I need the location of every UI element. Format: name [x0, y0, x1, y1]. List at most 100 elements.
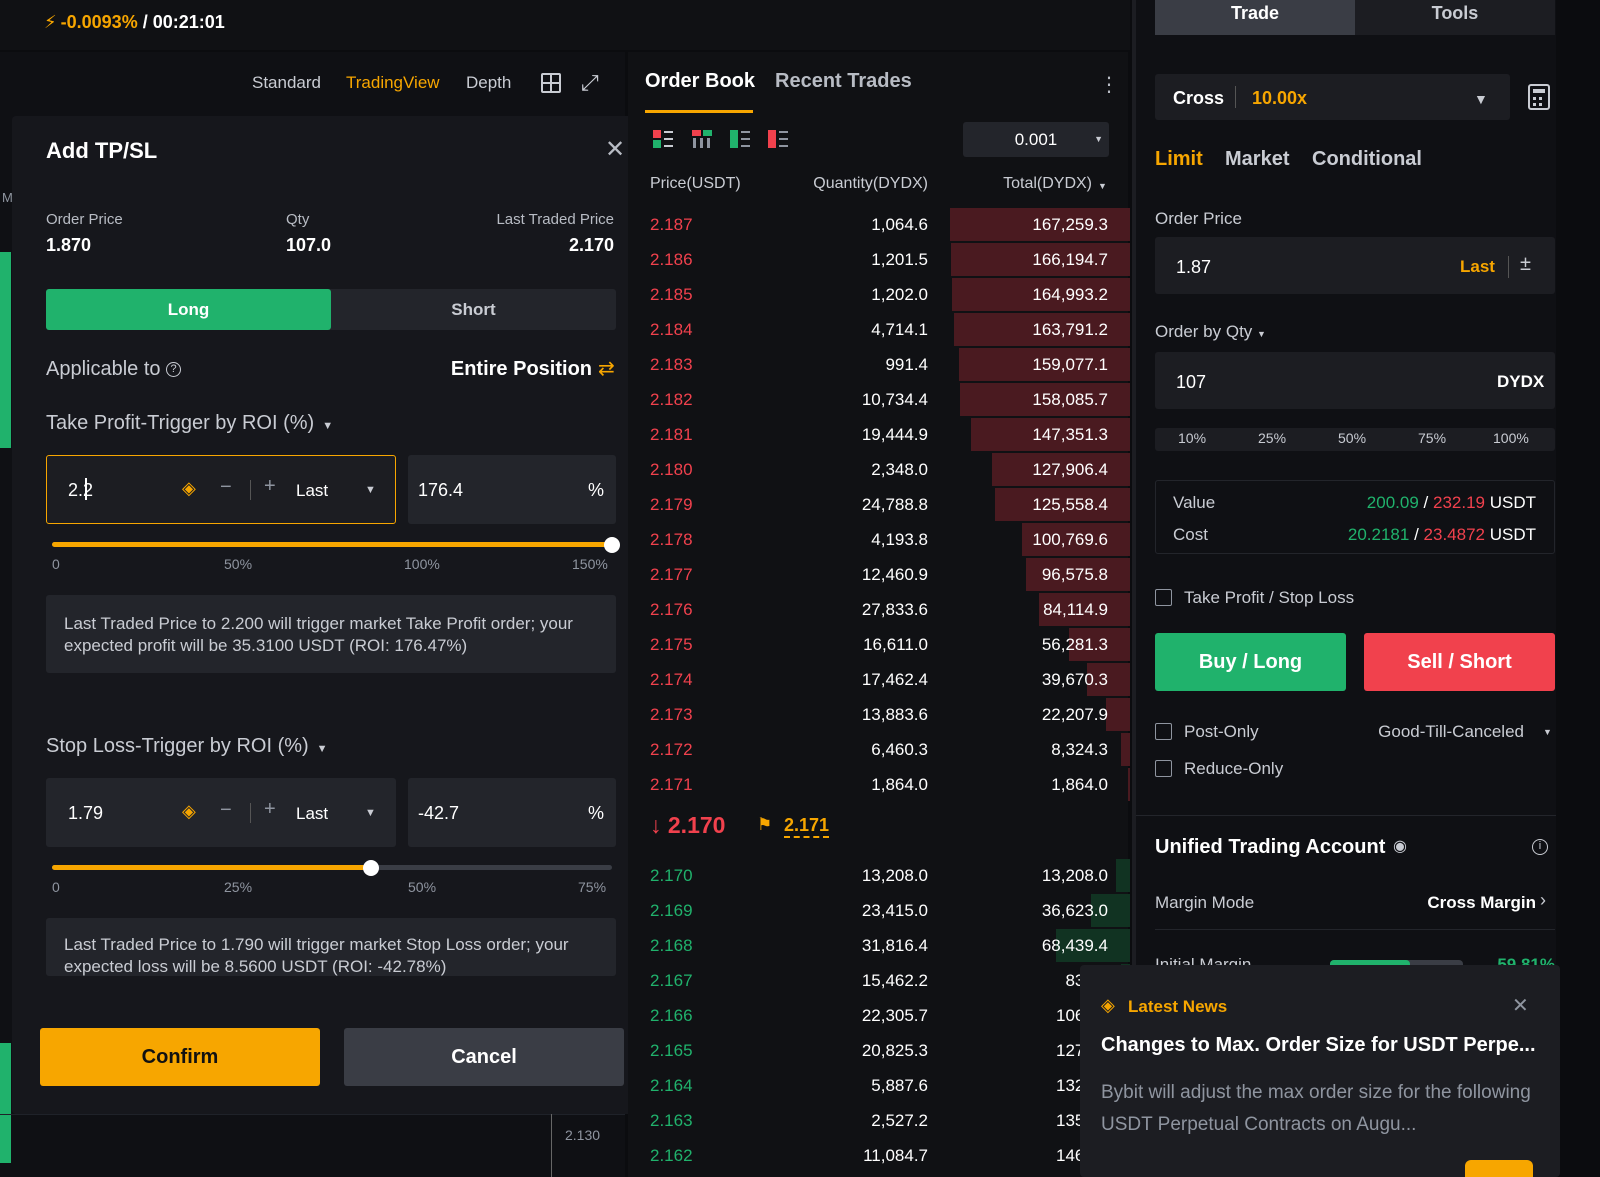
post-only-checkbox[interactable]: [1155, 723, 1172, 740]
reduce-only-checkbox[interactable]: [1155, 760, 1172, 777]
plus-minus-icon[interactable]: ±: [1520, 253, 1531, 275]
view-columns-icon[interactable]: [692, 130, 712, 148]
bid-row[interactable]: 2.168 31,816.4 68,439.4: [628, 929, 1130, 964]
ask-row[interactable]: 2.171 1,864.0 1,864.0: [628, 768, 1130, 803]
leverage-value[interactable]: 10.00x: [1252, 88, 1308, 108]
view-bids-icon[interactable]: [730, 130, 750, 148]
caret-down-icon[interactable]: ▼: [1543, 727, 1552, 737]
qty-percent-bar[interactable]: [1155, 428, 1555, 451]
sl-roi-value[interactable]: -42.7: [418, 803, 460, 823]
plus-icon[interactable]: +: [264, 798, 276, 820]
ask-row[interactable]: 2.175 16,611.0 56,281.3: [628, 628, 1130, 663]
eraser-icon[interactable]: ◈: [182, 801, 196, 821]
tp-price-value[interactable]: 2.2: [68, 480, 94, 500]
confirm-button[interactable]: Confirm: [40, 1028, 320, 1086]
reduce-only-label[interactable]: Reduce-Only: [1184, 759, 1284, 778]
margin-type[interactable]: Cross: [1173, 88, 1225, 108]
more-icon[interactable]: ⋮: [1099, 74, 1119, 96]
pct-10[interactable]: 10%: [1178, 430, 1207, 446]
tab-market[interactable]: Market: [1225, 148, 1290, 170]
tp-section-label[interactable]: Take Profit-Trigger by ROI (%) ▼: [46, 412, 334, 434]
chat-button[interactable]: [1465, 1160, 1533, 1177]
caret-down-icon[interactable]: ▼: [365, 484, 376, 496]
post-only-label[interactable]: Post-Only: [1184, 722, 1259, 741]
buy-long-button[interactable]: Buy / Long: [1155, 633, 1346, 691]
view-asks-icon[interactable]: [768, 130, 788, 148]
ask-row[interactable]: 2.172 6,460.3 8,324.3: [628, 733, 1130, 768]
plus-icon[interactable]: +: [264, 475, 276, 497]
tab-tools[interactable]: Tools: [1355, 0, 1555, 35]
tp-price-input[interactable]: [46, 455, 396, 524]
precision-select[interactable]: 0.001 ▼: [963, 122, 1109, 157]
info-icon[interactable]: i: [1532, 839, 1548, 855]
sl-price-value[interactable]: 1.79: [68, 803, 104, 823]
tpsl-checkbox[interactable]: [1155, 589, 1172, 606]
tab-order-book[interactable]: Order Book: [645, 70, 756, 92]
ask-row[interactable]: 2.178 4,193.8 100,769.6: [628, 523, 1130, 558]
sl-section-label[interactable]: Stop Loss-Trigger by ROI (%) ▼: [46, 735, 328, 757]
fullscreen-icon[interactable]: ⤢: [581, 70, 599, 95]
tab-tradingview[interactable]: TradingView: [346, 73, 440, 92]
sell-short-button[interactable]: Sell / Short: [1364, 633, 1555, 691]
pct-100[interactable]: 100%: [1493, 430, 1529, 446]
mark-price[interactable]: 2.171: [784, 815, 830, 838]
caret-down-icon[interactable]: ▼: [1098, 181, 1107, 191]
ask-row[interactable]: 2.184 4,714.1 163,791.2: [628, 313, 1130, 348]
tp-roi-value[interactable]: 176.4: [418, 480, 464, 500]
ask-row[interactable]: 2.185 1,202.0 164,993.2: [628, 278, 1130, 313]
leverage-selector[interactable]: [1155, 74, 1510, 120]
qty-input[interactable]: [1155, 352, 1555, 409]
tab-trade[interactable]: Trade: [1155, 0, 1355, 35]
margin-mode-value[interactable]: Cross Margin: [1427, 893, 1536, 912]
order-price-value[interactable]: 1.87: [1176, 257, 1212, 277]
ask-row[interactable]: 2.186 1,201.5 166,194.7: [628, 243, 1130, 278]
tab-conditional[interactable]: Conditional: [1312, 148, 1422, 170]
short-tab[interactable]: Short: [451, 300, 496, 319]
header-total[interactable]: Total(DYDX): [1003, 175, 1092, 192]
qty-value[interactable]: 107: [1176, 372, 1207, 392]
news-popup[interactable]: [1080, 965, 1560, 1177]
bid-row[interactable]: 2.169 23,415.0 36,623.0: [628, 894, 1130, 929]
help-icon[interactable]: ?: [166, 362, 182, 378]
news-headline[interactable]: Changes to Max. Order Size for USDT Perp…: [1101, 1034, 1536, 1056]
bid-row[interactable]: 2.170 13,208.0 13,208.0: [628, 859, 1130, 894]
tab-recent-trades[interactable]: Recent Trades: [775, 70, 912, 92]
ask-row[interactable]: 2.182 10,734.4 158,085.7: [628, 383, 1130, 418]
pct-75[interactable]: 75%: [1418, 430, 1447, 446]
tab-standard[interactable]: Standard: [252, 73, 321, 92]
eraser-icon[interactable]: ◈: [182, 478, 196, 498]
order-by-qty-label[interactable]: Order by Qty ▼: [1155, 322, 1266, 341]
caret-down-icon[interactable]: ▼: [365, 807, 376, 819]
minus-icon[interactable]: −: [220, 476, 232, 498]
close-icon[interactable]: ✕: [1512, 995, 1529, 1017]
pct-25[interactable]: 25%: [1258, 430, 1287, 446]
caret-down-icon[interactable]: ▼: [1474, 91, 1488, 107]
calculator-icon[interactable]: [1528, 84, 1550, 110]
tpsl-label[interactable]: Take Profit / Stop Loss: [1184, 588, 1355, 607]
ask-row[interactable]: 2.183 991.4 159,077.1: [628, 348, 1130, 383]
sl-roi-input[interactable]: [408, 778, 616, 847]
close-icon[interactable]: ✕: [604, 136, 626, 163]
pct-50[interactable]: 50%: [1338, 430, 1367, 446]
last-price-button[interactable]: Last: [1460, 257, 1495, 276]
ask-row[interactable]: 2.179 24,788.8 125,558.4: [628, 488, 1130, 523]
ask-row[interactable]: 2.176 27,833.6 84,114.9: [628, 593, 1130, 628]
chevron-right-icon[interactable]: ›: [1540, 890, 1546, 910]
applicable-value[interactable]: Entire Position: [450, 358, 592, 380]
cancel-button[interactable]: Cancel: [344, 1028, 624, 1086]
tp-roi-input[interactable]: [408, 455, 616, 524]
tp-trigger-type[interactable]: Last: [296, 481, 329, 500]
sl-trigger-type[interactable]: Last: [296, 804, 329, 823]
ask-row[interactable]: 2.177 12,460.9 96,575.8: [628, 558, 1130, 593]
tab-limit[interactable]: Limit: [1155, 148, 1203, 170]
ask-row[interactable]: 2.181 19,444.9 147,351.3: [628, 418, 1130, 453]
sl-price-input[interactable]: [46, 778, 396, 847]
order-price-input[interactable]: [1155, 237, 1555, 294]
long-tab[interactable]: Long: [46, 289, 331, 330]
time-in-force-select[interactable]: Good-Till-Canceled: [1378, 722, 1524, 741]
